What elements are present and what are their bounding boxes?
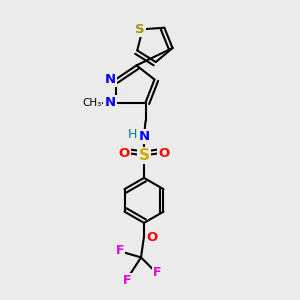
Text: O: O: [158, 146, 169, 160]
Text: F: F: [116, 244, 124, 257]
Text: F: F: [123, 274, 131, 287]
Text: S: S: [139, 148, 149, 163]
Text: N: N: [104, 96, 116, 109]
Text: F: F: [153, 266, 162, 279]
Text: N: N: [138, 130, 150, 143]
Text: O: O: [147, 231, 158, 244]
Text: N: N: [104, 73, 116, 86]
Text: CH₃: CH₃: [82, 98, 101, 108]
Text: S: S: [135, 23, 145, 36]
Text: H: H: [128, 128, 137, 141]
Text: O: O: [118, 146, 130, 160]
